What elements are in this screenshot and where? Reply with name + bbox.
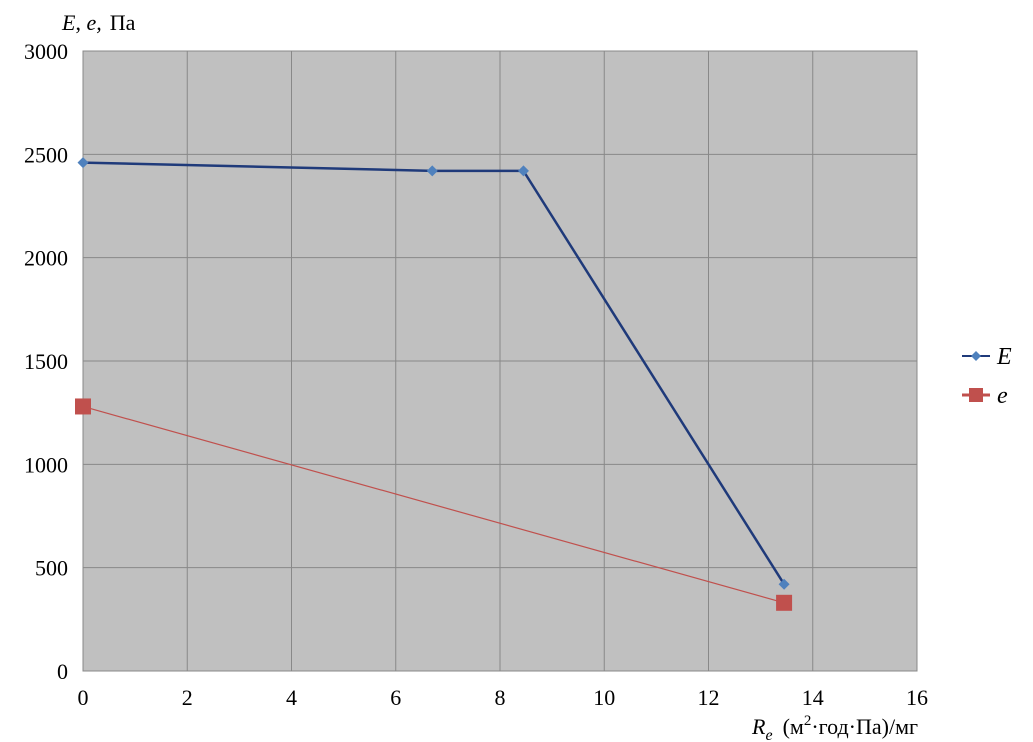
x-tick-label: 10 (593, 685, 615, 710)
data-point-E (778, 578, 790, 590)
x-tick-label: 6 (390, 685, 401, 710)
y-axis-title: E, e, Па (61, 10, 136, 35)
x-axis-unit-post: ·год·Па)/мг (811, 714, 918, 739)
y-tick-label: 500 (35, 556, 68, 581)
x-axis-unit-pre: (м (783, 714, 804, 739)
y-tick-label: 2000 (24, 246, 68, 271)
x-axis-var: R (751, 714, 766, 739)
series-e (75, 398, 793, 611)
x-axis-unit-sup: 2 (804, 713, 812, 729)
gridlines (82, 50, 918, 672)
series-E (77, 157, 790, 590)
data-point-e (75, 398, 91, 415)
x-tick-label: 8 (495, 685, 506, 710)
x-tick-label: 4 (286, 685, 297, 710)
y-axis-unit: Па (110, 10, 136, 35)
data-point-E (517, 165, 529, 177)
data-point-E (77, 157, 89, 169)
x-axis-var-sub: e (765, 727, 772, 742)
y-tick-label: 2500 (24, 142, 68, 167)
legend: E e (962, 344, 1012, 409)
y-axis-var-e: e, (86, 10, 101, 35)
x-axis-title: Re (м2·год·Па)/мг (751, 713, 918, 742)
y-tick-label: 0 (57, 659, 68, 684)
y-tick-label: 3000 (24, 39, 68, 64)
legend-marker-e (969, 388, 983, 402)
y-axis-sep: , (75, 10, 86, 35)
legend-marker-E (971, 351, 981, 361)
data-point-E (426, 165, 438, 177)
data-point-e (776, 594, 793, 611)
legend-label-e: e (997, 383, 1008, 409)
series-line-e (82, 405, 785, 604)
y-tick-label: 1000 (24, 452, 68, 477)
legend-item-e: e (962, 383, 1008, 409)
y-tick-label: 1500 (24, 349, 68, 374)
series-layer (75, 157, 793, 611)
x-tick-label: 14 (802, 685, 824, 710)
y-axis-var-E: E (61, 10, 76, 35)
x-tick-label: 12 (698, 685, 720, 710)
y-tick-labels: 0 500 1000 1500 2000 2500 3000 (24, 39, 68, 684)
x-tick-label: 2 (182, 685, 193, 710)
series-line-E (82, 161, 786, 585)
x-tick-labels: 0 2 4 6 8 10 12 14 16 (78, 685, 929, 710)
legend-item-E: E (962, 344, 1012, 370)
x-tick-label: 0 (78, 685, 89, 710)
x-tick-label: 16 (906, 685, 928, 710)
legend-label-E: E (996, 344, 1012, 370)
